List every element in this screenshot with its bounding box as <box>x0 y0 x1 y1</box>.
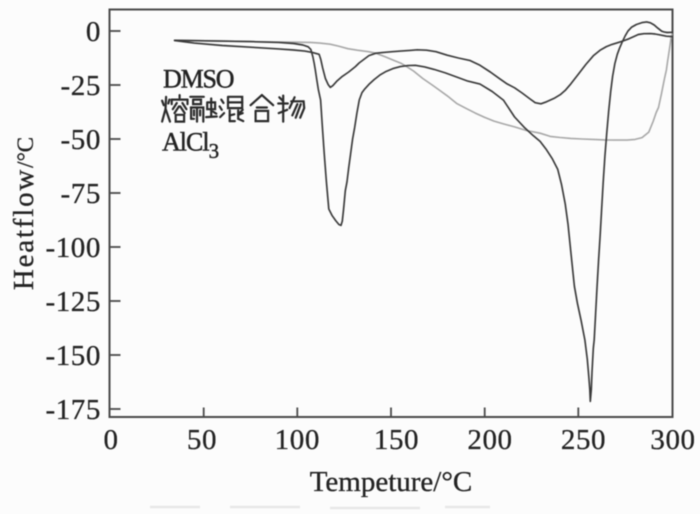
svg-text:-50: -50 <box>61 124 101 156</box>
svg-text:-100: -100 <box>45 232 101 264</box>
svg-text:-125: -125 <box>45 286 101 318</box>
svg-text:50: 50 <box>187 424 217 456</box>
svg-text:DMSO: DMSO <box>163 65 234 94</box>
svg-text:0: 0 <box>103 424 118 456</box>
svg-text:Tempeture/°C: Tempeture/°C <box>310 466 473 498</box>
svg-text:200: 200 <box>467 424 512 456</box>
svg-text:-150: -150 <box>45 340 101 372</box>
svg-text:250: 250 <box>561 424 606 456</box>
svg-text:300: 300 <box>650 424 695 456</box>
svg-text:-175: -175 <box>45 394 101 426</box>
svg-text:Heatflow/°C: Heatflow/°C <box>8 137 40 290</box>
svg-text:150: 150 <box>374 424 419 456</box>
svg-text:100: 100 <box>275 424 320 456</box>
svg-text:-75: -75 <box>61 178 101 210</box>
svg-text:0: 0 <box>86 16 101 48</box>
svg-text:-25: -25 <box>61 70 101 102</box>
